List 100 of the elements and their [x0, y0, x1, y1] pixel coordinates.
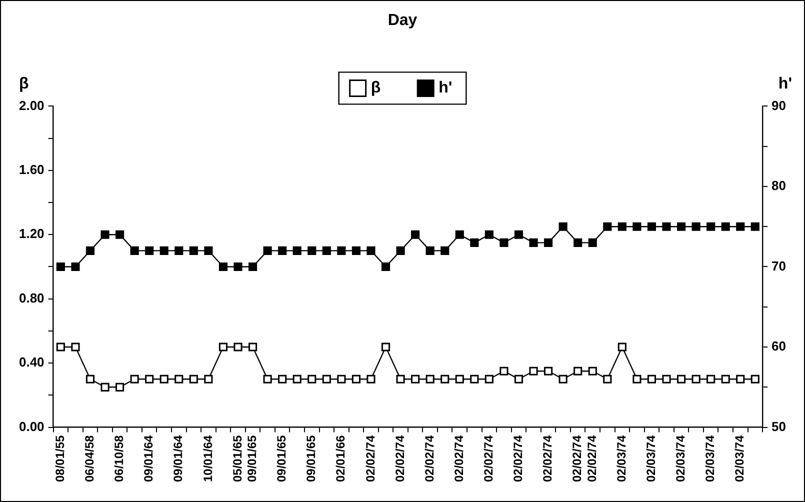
point: [692, 222, 700, 231]
legend-label: β: [370, 80, 381, 97]
point: [116, 230, 124, 239]
point: [322, 246, 331, 255]
point: [366, 374, 376, 384]
point: [632, 374, 642, 384]
point: [603, 374, 612, 384]
x-tick-label: 09/01/64: [171, 434, 186, 482]
point: [86, 374, 95, 384]
point: [292, 374, 302, 384]
point: [676, 374, 686, 384]
point: [352, 246, 360, 255]
point: [308, 374, 316, 384]
point: [721, 222, 730, 231]
point: [130, 246, 139, 255]
point: [337, 374, 346, 384]
point: [189, 246, 198, 255]
x-tick-label: 02/03/74: [674, 434, 688, 482]
point: [234, 342, 242, 352]
point: [706, 222, 716, 231]
point: [263, 374, 272, 384]
x-tick-label: 09/01/65: [245, 434, 260, 482]
x-tick-label: 06/04/58: [82, 434, 97, 482]
point: [440, 374, 450, 384]
x-tick-label: 02/03/74: [614, 434, 628, 482]
point: [426, 374, 434, 384]
point: [750, 222, 760, 231]
x-tick-label: 02/02/74: [422, 434, 436, 482]
point: [411, 230, 420, 239]
y2-tick-label: 50: [772, 418, 786, 434]
x-tick-label: 02/03/74: [732, 434, 747, 482]
y-tick-label: 1.60: [18, 162, 44, 177]
y-tick-label: 0.40: [18, 354, 44, 370]
point: [574, 238, 582, 247]
point: [500, 238, 508, 247]
point: [574, 366, 582, 376]
y2-tick-label: 80: [772, 178, 786, 194]
point: [204, 374, 213, 384]
point: [56, 262, 65, 272]
point: [632, 222, 642, 231]
point: [308, 246, 316, 255]
point: [248, 342, 258, 352]
x-tick-label: 09/01/65: [304, 434, 318, 482]
point: [396, 374, 405, 384]
point: [647, 222, 656, 231]
x-tick-label: 09/01/64: [142, 434, 156, 482]
point: [544, 366, 553, 376]
x-tick-label: 02/03/74: [644, 434, 658, 482]
point: [100, 230, 110, 239]
point: [160, 374, 168, 384]
point: [263, 246, 272, 255]
point: [411, 374, 420, 384]
point: [426, 246, 434, 255]
point: [145, 374, 154, 384]
point: [234, 262, 242, 272]
y-axis-title: β: [19, 76, 29, 93]
x-tick-label: 02/02/74: [511, 434, 526, 482]
point: [174, 246, 184, 255]
y2-tick-label: 90: [772, 98, 786, 113]
x-tick-label: 08/01/55: [53, 434, 67, 482]
point: [352, 374, 360, 384]
x-tick-label: 02/03/74: [703, 434, 718, 482]
x-tick-label: 09/01/65: [274, 434, 289, 482]
point: [603, 222, 612, 231]
point: [736, 222, 745, 231]
point: [588, 366, 597, 376]
point: [278, 374, 287, 384]
x-tick-label: 10/01/64: [200, 434, 215, 482]
point: [204, 246, 213, 255]
point: [278, 246, 287, 255]
point: [484, 374, 494, 384]
point: [381, 262, 390, 272]
x-tick-label: 02/02/74: [570, 434, 584, 482]
point: [618, 342, 626, 352]
point: [529, 366, 538, 376]
point: [455, 230, 464, 239]
point: [440, 246, 450, 255]
point: [174, 374, 184, 384]
point: [56, 342, 65, 352]
legend-label: h': [438, 80, 452, 97]
point: [337, 246, 346, 255]
point: [130, 374, 139, 384]
x-tick-label: 02/02/74: [584, 434, 599, 482]
point: [218, 342, 228, 352]
point: [558, 222, 568, 231]
point: [189, 374, 198, 384]
point: [71, 262, 80, 272]
point: [692, 374, 700, 384]
point: [662, 374, 671, 384]
point: [322, 374, 331, 384]
point: [381, 342, 390, 352]
y2-tick-label: 70: [772, 258, 786, 274]
y-tick-label: 0.00: [18, 418, 44, 434]
point: [71, 342, 80, 352]
point: [514, 374, 524, 384]
x-tick-label: 02/01/66: [334, 434, 348, 482]
point: [116, 382, 124, 392]
y-tick-label: 2.00: [18, 98, 44, 113]
point: [86, 246, 95, 255]
point: [647, 374, 656, 384]
